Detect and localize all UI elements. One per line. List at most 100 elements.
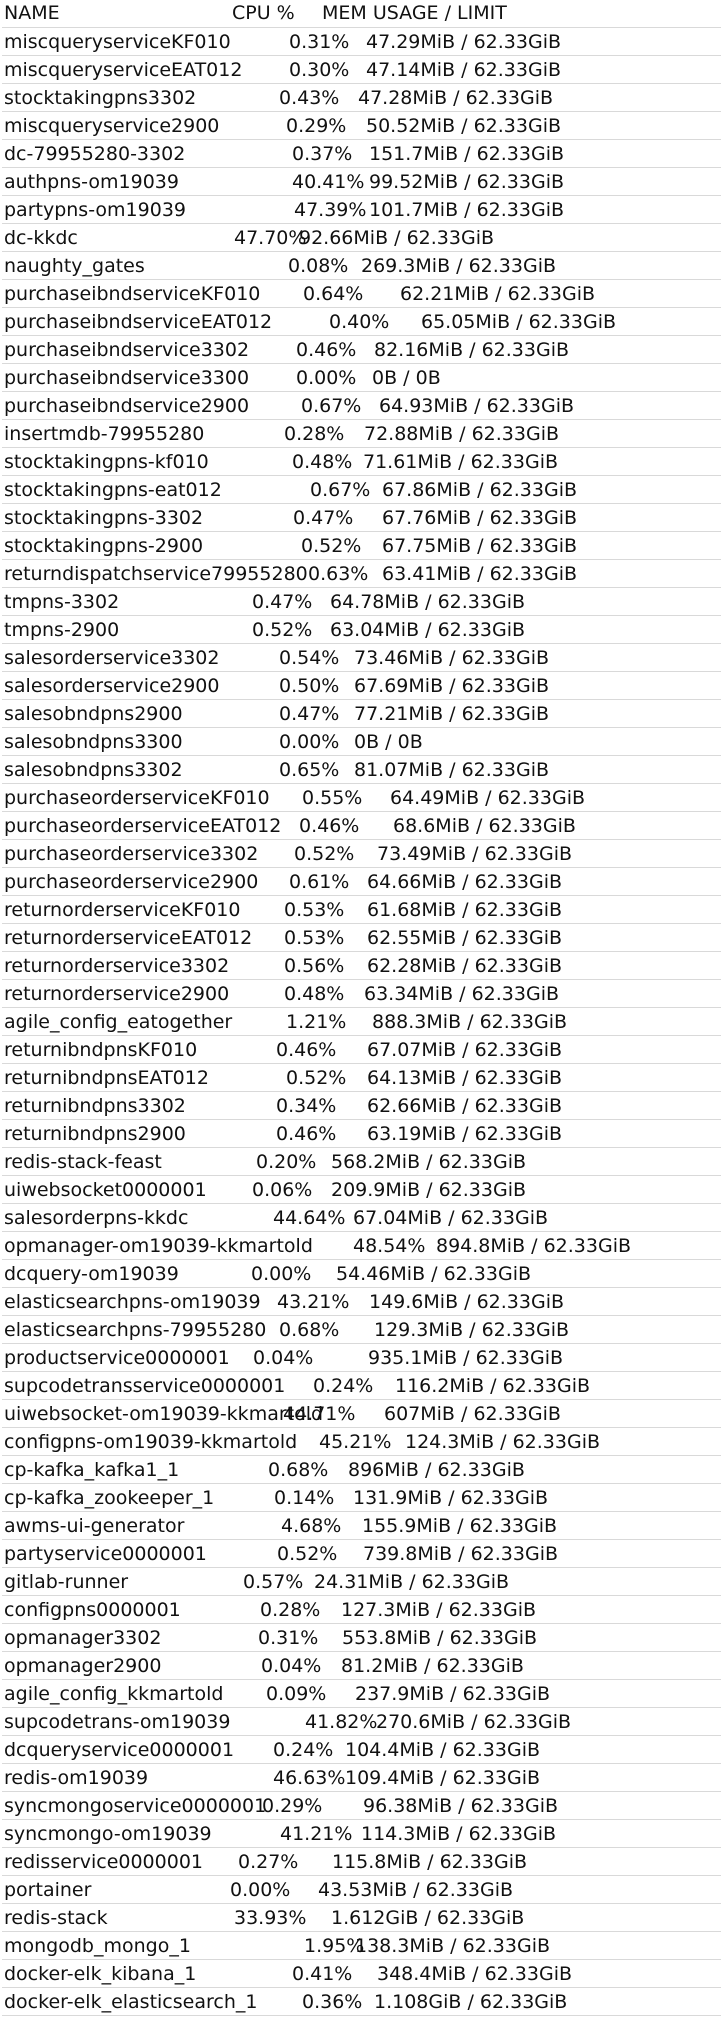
cpu-percent: 46.63% — [273, 1767, 346, 1789]
mem-usage: 129.3MiB / 62.33GiB — [374, 1319, 570, 1341]
mem-usage: 81.07MiB / 62.33GiB — [354, 759, 550, 781]
mem-usage: 63.41MiB / 62.33GiB — [382, 563, 578, 585]
table-row: miscqueryserviceEAT012 0.30% 47.14MiB / 62… — [2, 56, 721, 84]
table-row: purchaseibndserviceEAT012 0.40% 65.05MiB /… — [2, 308, 721, 336]
container-name: salesobndpns3300 — [4, 731, 183, 753]
table-row: tmpns-3302 0.47% 64.78MiB / 62.33GiB — [2, 588, 721, 616]
mem-usage: 607MiB / 62.33GiB — [384, 1403, 561, 1425]
mem-usage: 67.76MiB / 62.33GiB — [382, 507, 578, 529]
mem-usage: 116.2MiB / 62.33GiB — [395, 1375, 591, 1397]
container-name: tmpns-3302 — [4, 591, 120, 613]
cpu-percent: 0.29% — [286, 115, 347, 137]
cpu-percent: 0.08% — [288, 255, 349, 277]
container-name: redisservice0000001 — [4, 1851, 203, 1873]
table-row: returnorderservice3302 0.56% 62.28MiB / 62… — [2, 952, 721, 980]
cpu-percent: 0.04% — [261, 1655, 322, 1677]
mem-usage: 72.88MiB / 62.33GiB — [364, 423, 560, 445]
mem-usage: 1.108GiB / 62.33GiB — [374, 1991, 568, 2013]
table-row: returnorderserviceKF010 0.53% 61.68MiB / 6… — [2, 896, 721, 924]
container-name: purchaseibndservice3302 — [4, 339, 250, 361]
mem-usage: 138.3MiB / 62.33GiB — [355, 1935, 551, 1957]
table-row: agile_config_kkmartold 0.09% 237.9MiB / 62… — [2, 1680, 721, 1708]
table-row: awms-ui-generator 4.68% 155.9MiB / 62.33Gi… — [2, 1512, 721, 1540]
container-name: gitlab-runner — [4, 1571, 129, 1593]
cpu-percent: 0.47% — [293, 507, 354, 529]
table-row: redis-om19039 46.63% 109.4MiB / 62.33GiB — [2, 1764, 721, 1792]
table-row: purchaseorderservice3302 0.52% 73.49MiB / … — [2, 840, 721, 868]
table-row: agile_config_eatogether 1.21% 888.3MiB / 6… — [2, 1008, 721, 1036]
mem-usage: 114.3MiB / 62.33GiB — [361, 1823, 557, 1845]
container-name: purchaseorderserviceKF010 — [4, 787, 270, 809]
cpu-percent: 0.54% — [279, 647, 340, 669]
container-name: returnibndpnsKF010 — [4, 1039, 198, 1061]
mem-usage: 96.38MiB / 62.33GiB — [363, 1795, 559, 1817]
mem-usage: 62.21MiB / 62.33GiB — [400, 283, 596, 305]
mem-usage: 935.1MiB / 62.33GiB — [368, 1347, 564, 1369]
container-name: returnorderserviceKF010 — [4, 899, 241, 921]
table-row: tmpns-2900 0.52% 63.04MiB / 62.33GiB — [2, 616, 721, 644]
table-row: stocktakingpns3302 0.43% 47.28MiB / 62.33G… — [2, 84, 721, 112]
table-row: miscqueryservice2900 0.29% 50.52MiB / 62.3… — [2, 112, 721, 140]
table-body: miscqueryserviceKF010 0.31% 47.29MiB / 62.… — [2, 28, 721, 2016]
cpu-percent: 0.46% — [276, 1123, 337, 1145]
mem-usage: 1.612GiB / 62.33GiB — [331, 1907, 525, 1929]
table-row: elasticsearchpns-79955280 0.68% 129.3MiB /… — [2, 1316, 721, 1344]
cpu-percent: 4.68% — [281, 1515, 342, 1537]
cpu-percent: 0.04% — [253, 1347, 314, 1369]
cpu-percent: 0.64% — [303, 283, 364, 305]
mem-usage: 71.61MiB / 62.33GiB — [363, 451, 559, 473]
container-name: dc-kkdc — [4, 227, 78, 249]
container-name: stocktakingpns-2900 — [4, 535, 204, 557]
container-name: purchaseibndservice3300 — [4, 367, 250, 389]
table-row: salesorderpns-kkdc 44.64% 67.04MiB / 62.33… — [2, 1204, 721, 1232]
table-row: salesorderservice3302 0.54% 73.46MiB / 62.… — [2, 644, 721, 672]
table-row: insertmdb-79955280 0.28% 72.88MiB / 62.33G… — [2, 420, 721, 448]
cpu-percent: 0.52% — [252, 619, 313, 641]
cpu-percent: 0.68% — [279, 1319, 340, 1341]
mem-usage: 62.28MiB / 62.33GiB — [367, 955, 563, 977]
container-name: purchaseorderservice2900 — [4, 871, 259, 893]
table-row: purchaseibndservice3300 0.00% 0B / 0B — [2, 364, 721, 392]
container-name: supcodetransservice0000001 — [4, 1375, 286, 1397]
container-name: returnorderservice2900 — [4, 983, 230, 1005]
container-name: syncmongoservice0000001 — [4, 1795, 267, 1817]
mem-usage: 63.04MiB / 62.33GiB — [330, 619, 526, 641]
container-name: awms-ui-generator — [4, 1515, 185, 1537]
table-row: salesobndpns2900 0.47% 77.21MiB / 62.33GiB — [2, 700, 721, 728]
mem-usage: 348.4MiB / 62.33GiB — [377, 1963, 573, 1985]
mem-usage: 131.9MiB / 62.33GiB — [353, 1487, 549, 1509]
mem-usage: 47.14MiB / 62.33GiB — [366, 59, 562, 81]
container-name: opmanager-om19039-kkmartold — [4, 1235, 313, 1257]
container-name: salesorderservice3302 — [4, 647, 220, 669]
container-name: salesobndpns3302 — [4, 759, 183, 781]
cpu-percent: 1.21% — [286, 1011, 347, 1033]
cpu-percent: 1.95% — [304, 1935, 365, 1957]
mem-usage: 73.49MiB / 62.33GiB — [377, 843, 573, 865]
mem-usage: 127.3MiB / 62.33GiB — [341, 1599, 537, 1621]
table-row: uiwebsocket-om19039-kkmartold 44.71% 607Mi… — [2, 1400, 721, 1428]
table-row: elasticsearchpns-om19039 43.21% 149.6MiB /… — [2, 1288, 721, 1316]
table-row: returnibndpns2900 0.46% 63.19MiB / 62.33Gi… — [2, 1120, 721, 1148]
mem-usage: 553.8MiB / 62.33GiB — [342, 1627, 538, 1649]
container-name: returnorderservice3302 — [4, 955, 230, 977]
table-row: returnorderserviceEAT012 0.53% 62.55MiB / … — [2, 924, 721, 952]
mem-usage: 209.9MiB / 62.33GiB — [331, 1179, 527, 1201]
mem-usage: 115.8MiB / 62.33GiB — [332, 1851, 528, 1873]
table-row: stocktakingpns-2900 0.52% 67.75MiB / 62.33… — [2, 532, 721, 560]
table-row: dcquery-om19039 0.00% 54.46MiB / 62.33GiB — [2, 1260, 721, 1288]
cpu-percent: 41.82% — [305, 1711, 378, 1733]
mem-usage: 0B / 0B — [354, 731, 423, 753]
table-row: docker-elk_elasticsearch_1 0.36% 1.108GiB … — [2, 1988, 721, 2016]
table-row: purchaseibndservice2900 0.67% 64.93MiB / 6… — [2, 392, 721, 420]
cpu-percent: 0.14% — [274, 1487, 335, 1509]
container-name: partyservice0000001 — [4, 1543, 207, 1565]
table-row: purchaseibndserviceKF010 0.64% 62.21MiB / … — [2, 280, 721, 308]
table-row: mongodb_mongo_1 1.95% 138.3MiB / 62.33GiB — [2, 1932, 721, 1960]
cpu-percent: 0.67% — [310, 479, 371, 501]
container-name: purchaseibndserviceKF010 — [4, 283, 261, 305]
container-name: stocktakingpns-kf010 — [4, 451, 209, 473]
mem-usage: 54.46MiB / 62.33GiB — [336, 1263, 532, 1285]
cpu-percent: 41.21% — [280, 1823, 353, 1845]
mem-usage: 92.66MiB / 62.33GiB — [299, 227, 495, 249]
